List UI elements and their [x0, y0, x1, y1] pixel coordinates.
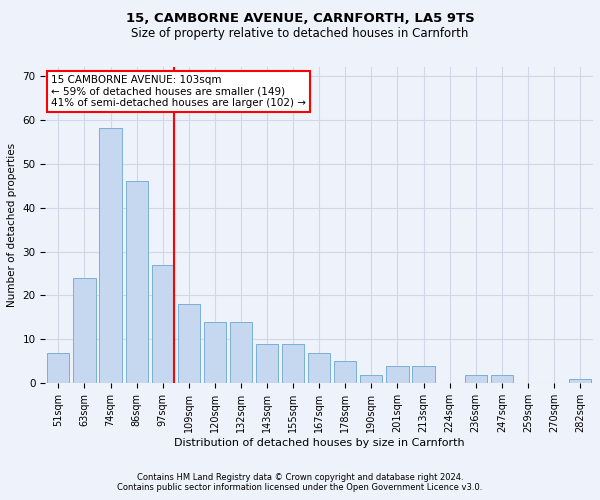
- Bar: [412, 366, 434, 384]
- Bar: [282, 344, 304, 384]
- Bar: [73, 278, 95, 384]
- Bar: [100, 128, 122, 384]
- Bar: [491, 374, 513, 384]
- Text: 15 CAMBORNE AVENUE: 103sqm
← 59% of detached houses are smaller (149)
41% of sem: 15 CAMBORNE AVENUE: 103sqm ← 59% of deta…: [51, 75, 306, 108]
- Bar: [47, 352, 70, 384]
- Text: 15, CAMBORNE AVENUE, CARNFORTH, LA5 9TS: 15, CAMBORNE AVENUE, CARNFORTH, LA5 9TS: [125, 12, 475, 26]
- Bar: [569, 379, 591, 384]
- Bar: [334, 362, 356, 384]
- Bar: [178, 304, 200, 384]
- X-axis label: Distribution of detached houses by size in Carnforth: Distribution of detached houses by size …: [174, 438, 464, 448]
- Bar: [464, 374, 487, 384]
- Bar: [360, 374, 382, 384]
- Bar: [204, 322, 226, 384]
- Text: Contains HM Land Registry data © Crown copyright and database right 2024.: Contains HM Land Registry data © Crown c…: [137, 472, 463, 482]
- Bar: [152, 264, 174, 384]
- Bar: [386, 366, 409, 384]
- Bar: [308, 352, 330, 384]
- Y-axis label: Number of detached properties: Number of detached properties: [7, 143, 17, 307]
- Bar: [125, 181, 148, 384]
- Text: Contains public sector information licensed under the Open Government Licence v3: Contains public sector information licen…: [118, 482, 482, 492]
- Bar: [230, 322, 252, 384]
- Bar: [256, 344, 278, 384]
- Text: Size of property relative to detached houses in Carnforth: Size of property relative to detached ho…: [131, 28, 469, 40]
